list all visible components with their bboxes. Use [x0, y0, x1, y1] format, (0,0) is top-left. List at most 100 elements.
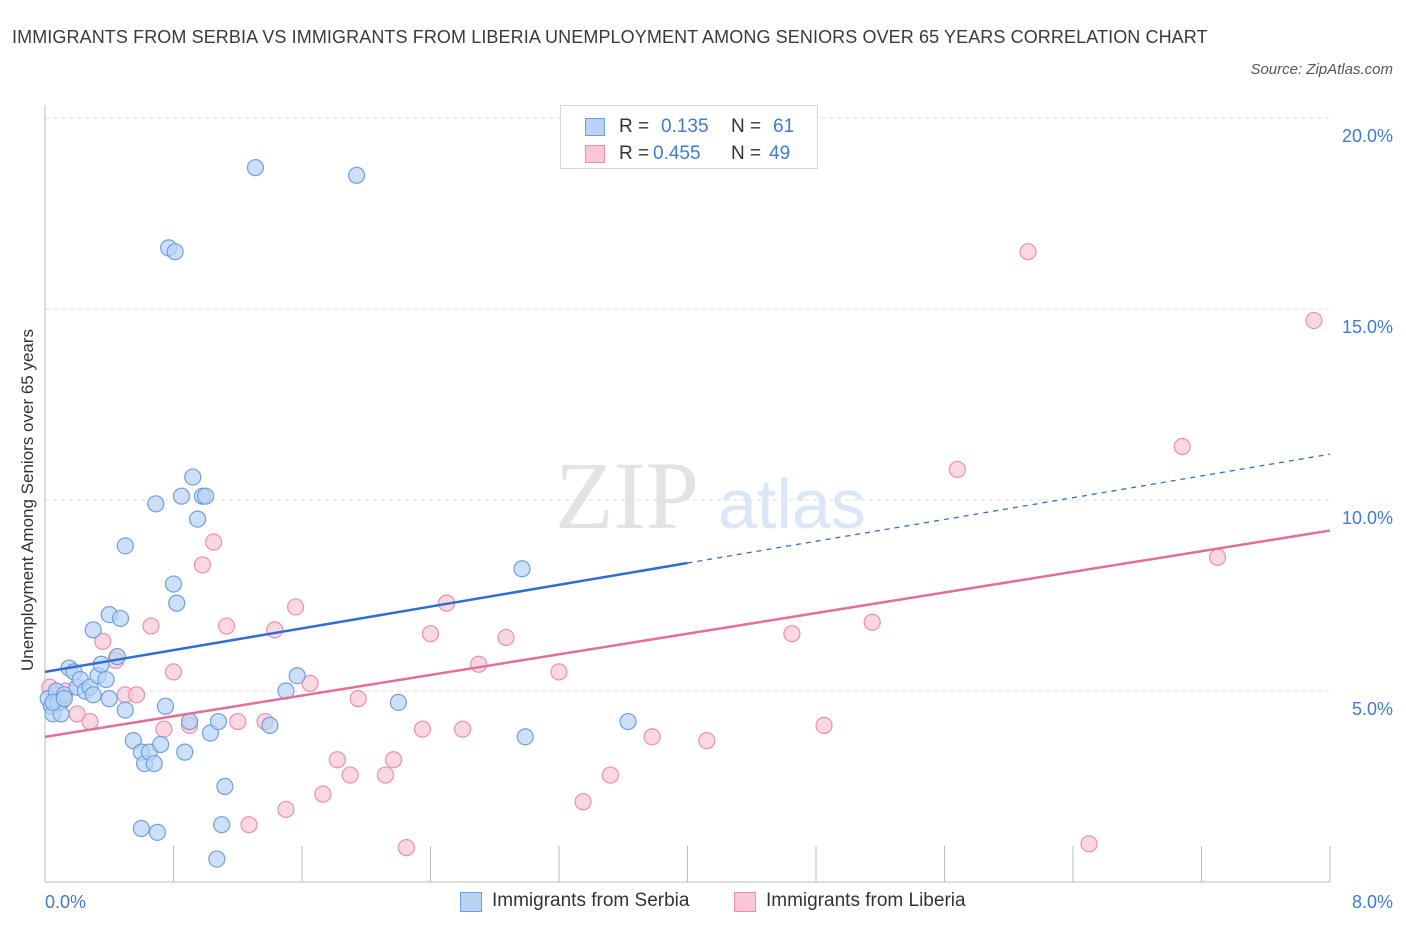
- serbia-point-34: [176, 743, 194, 761]
- serbia-point-36: [184, 468, 202, 486]
- liberia-point-12: [164, 663, 183, 681]
- liberia-point-36: [497, 628, 515, 647]
- serbia-point-51: [213, 816, 231, 834]
- liberia-point-40: [643, 728, 661, 746]
- chart-title: IMMIGRANTS FROM SERBIA VS IMMIGRANTS FRO…: [12, 27, 1208, 47]
- liberia-point-42: [783, 625, 801, 643]
- liberia-r-value: 0.455: [653, 143, 701, 164]
- liberia-point-10: [142, 617, 160, 635]
- liberia-trend-line: [44, 529, 1331, 739]
- tick-labels: 5.0% 10.0% 15.0% 20.0% 0.0% 8.0%: [45, 126, 1393, 912]
- liberia-point-48: [1173, 437, 1191, 456]
- liberia-point-24: [314, 785, 332, 803]
- serbia-point-53: [148, 823, 167, 841]
- serbia-point-57: [246, 159, 265, 177]
- serbia-point-39: [197, 487, 215, 505]
- serbia-point-32: [168, 594, 186, 612]
- y-tick-label-2: 15.0%: [1342, 317, 1393, 337]
- serbia-point-17: [100, 690, 118, 708]
- trend-lines: [44, 453, 1331, 739]
- liberia-point-5: [81, 712, 99, 731]
- serbia-point-58: [348, 166, 366, 184]
- serbia-point-30: [156, 697, 175, 715]
- bottom-liberia-swatch: [734, 892, 756, 912]
- bottom-liberia-label: Immigrants from Liberia: [766, 890, 966, 911]
- liberia-points: [41, 243, 1323, 857]
- serbia-point-28: [145, 754, 163, 773]
- liberia-point-27: [349, 690, 367, 708]
- liberia-point-34: [454, 720, 472, 738]
- liberia-point-26: [341, 766, 359, 784]
- serbia-point-50: [619, 712, 637, 731]
- liberia-point-38: [574, 793, 592, 811]
- watermark-zip: ZIP: [555, 442, 699, 549]
- serbia-point-54: [208, 850, 226, 868]
- liberia-point-43: [815, 716, 833, 734]
- liberia-r-label: R =: [619, 143, 650, 164]
- liberia-point-46: [1019, 243, 1037, 261]
- serbia-point-24: [116, 537, 134, 555]
- liberia-point-18: [240, 816, 258, 834]
- serbia-r-label: R =: [619, 116, 650, 137]
- serbia-point-49: [516, 728, 534, 746]
- x-tick-label-0: 0.0%: [45, 892, 86, 912]
- liberia-point-29: [384, 751, 403, 769]
- liberia-point-44: [863, 613, 881, 631]
- serbia-n-value: 61: [773, 116, 795, 137]
- liberia-point-11: [155, 720, 173, 738]
- serbia-points: [39, 159, 637, 868]
- serbia-trend-extension: [687, 453, 1331, 564]
- liberia-point-14: [193, 556, 212, 574]
- liberia-point-31: [413, 720, 432, 738]
- serbia-point-18: [84, 621, 102, 639]
- liberia-n-label: N =: [731, 143, 762, 164]
- source-note: Source: ZipAtlas.com: [1250, 61, 1393, 78]
- liberia-swatch: [585, 145, 605, 163]
- liberia-point-6: [94, 632, 112, 650]
- liberia-point-9: [127, 686, 146, 704]
- serbia-swatch: [585, 118, 605, 136]
- bottom-serbia-label: Immigrants from Serbia: [492, 890, 690, 911]
- liberia-point-47: [1080, 835, 1098, 853]
- serbia-point-29: [152, 735, 170, 754]
- serbia-point-48: [513, 560, 531, 578]
- liberia-point-30: [397, 839, 416, 857]
- serbia-point-46: [261, 716, 279, 734]
- serbia-point-47: [389, 693, 407, 712]
- serbia-point-31: [164, 575, 183, 593]
- watermark: ZIP atlas: [555, 442, 866, 549]
- x-tick-label-1: 8.0%: [1352, 892, 1393, 912]
- serbia-trend-line: [44, 561, 688, 674]
- liberia-point-15: [205, 533, 223, 551]
- liberia-n-value: 49: [769, 143, 791, 164]
- liberia-point-39: [601, 766, 620, 784]
- liberia-point-35: [470, 655, 488, 673]
- y-tick-label-3: 20.0%: [1342, 126, 1393, 146]
- serbia-point-33: [172, 487, 191, 505]
- serbia-point-42: [216, 777, 234, 796]
- y-axis-label: Unemployment Among Seniors over 65 years: [18, 328, 37, 672]
- liberia-point-49: [1305, 311, 1323, 330]
- liberia-point-17: [229, 712, 247, 731]
- bottom-serbia-swatch: [460, 892, 482, 912]
- y-tick-label-0: 5.0%: [1352, 699, 1393, 719]
- liberia-point-20: [266, 621, 284, 639]
- serbia-point-16: [97, 670, 115, 689]
- serbia-point-13: [84, 686, 102, 704]
- serbia-r-value: 0.135: [661, 116, 709, 137]
- serbia-point-45: [288, 667, 306, 685]
- serbia-point-22: [116, 701, 134, 719]
- watermark-atlas: atlas: [718, 465, 866, 543]
- y-tick-label-1: 10.0%: [1342, 508, 1393, 528]
- serbia-point-43: [147, 495, 165, 513]
- liberia-point-50: [1208, 548, 1227, 566]
- grid-lines: [45, 117, 1330, 692]
- serbia-n-label: N =: [731, 116, 762, 137]
- liberia-point-25: [328, 751, 346, 769]
- liberia-point-21: [277, 800, 295, 819]
- serbia-point-60: [55, 690, 73, 708]
- liberia-point-41: [698, 732, 716, 750]
- liberia-point-45: [948, 460, 966, 479]
- liberia-point-28: [376, 766, 395, 784]
